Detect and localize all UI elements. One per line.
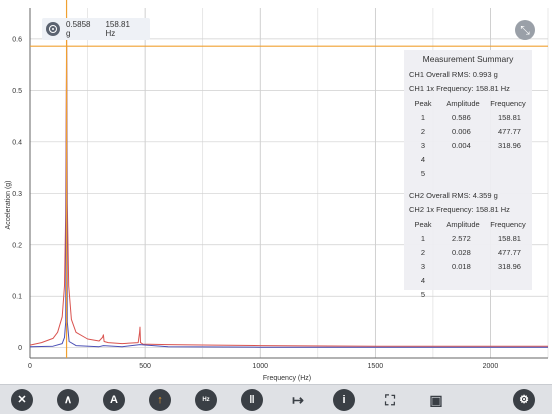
fullscreen-icon[interactable]: ⛶ [385, 392, 395, 408]
series-line-1 [29, 38, 548, 347]
cursor-readout[interactable]: 0.5858 g 158.81 Hz [42, 18, 150, 40]
table-row: 1 0.586 158.81 [406, 110, 530, 124]
y-tick-label: 0.2 [12, 242, 22, 249]
chart-cursor [30, 0, 548, 358]
peak-amplitude: 0.004 [452, 140, 471, 150]
peak-frequency [486, 287, 530, 301]
table-row: 5 [406, 166, 530, 180]
peak-amplitude [440, 152, 486, 166]
peak-number: 1 [420, 112, 426, 122]
series-line-2 [29, 45, 548, 348]
peak-frequency: 158.81 [498, 112, 521, 122]
table-row: 3 0.018 318.96 [406, 259, 530, 273]
x-axis-label: Frequency (Hz) [263, 375, 311, 382]
chart-series [29, 38, 548, 348]
peak-number: 2 [420, 126, 426, 136]
col-header-amplitude: Amplitude [446, 219, 480, 229]
cursor-target-icon[interactable] [46, 22, 60, 36]
y-axis-label: Acceleration (g) [5, 180, 12, 229]
peak-frequency: 158.81 [498, 233, 521, 243]
col-header-peak: Peak [414, 98, 432, 108]
peak-number: 4 [420, 154, 426, 164]
y-tick-label: 0.3 [12, 191, 22, 198]
x-tick-label: 2000 [483, 363, 499, 370]
ch1-overall-rms: CH1 Overall RMS: 0.993 g [409, 70, 498, 79]
peak-amplitude [440, 287, 486, 301]
peak-amplitude: 0.586 [452, 112, 471, 122]
col-header-frequency: Frequency [490, 219, 526, 229]
col-header-frequency: Frequency [490, 98, 526, 108]
auto-scale-icon[interactable]: A [103, 389, 125, 411]
chart-axes [29, 8, 548, 359]
chart-tick-labels: 0 500 1000 1500 2000 0 0.1 0.2 0.3 0.4 0.5 0.6 [12, 36, 498, 370]
peak-amplitude: 0.006 [452, 126, 471, 136]
ch1-peak-table: Peak Amplitude Frequency 1 0.586 158.81 … [406, 96, 530, 180]
col-header-peak: Peak [414, 219, 432, 229]
peak-number: 4 [420, 275, 426, 285]
ch2-1x-frequency: CH2 1x Frequency: 158.81 Hz [409, 205, 510, 214]
peak-icon[interactable]: ↑ [149, 389, 171, 411]
peak-frequency [486, 152, 530, 166]
x-tick-label: 500 [139, 363, 151, 370]
close-icon[interactable]: ✕ [11, 389, 33, 411]
hz-icon[interactable]: Hz [195, 389, 217, 411]
peak-number: 3 [420, 140, 426, 150]
peak-frequency: 318.96 [498, 140, 521, 150]
peak-amplitude: 0.018 [452, 261, 471, 271]
info-icon[interactable]: i [333, 389, 355, 411]
table-row: 4 [406, 152, 530, 166]
col-header-amplitude: Amplitude [446, 98, 480, 108]
bottom-toolbar: ✕ ∧ A ↑ Hz ‖ ↦ i ⛶ ▣ ⚙ [0, 384, 552, 414]
peak-amplitude [440, 166, 486, 180]
table-row: 5 [406, 287, 530, 301]
y-tick-label: 0.1 [12, 294, 22, 301]
x-tick-label: 1500 [368, 363, 384, 370]
ch1-1x-frequency: CH1 1x Frequency: 158.81 Hz [409, 84, 510, 93]
peak-frequency: 477.77 [498, 126, 521, 136]
peak-number: 1 [420, 233, 426, 243]
measurement-summary-panel: Measurement Summary CH1 Overall RMS: 0.9… [404, 50, 532, 299]
spectrum-icon[interactable]: ∧ [57, 389, 79, 411]
y-tick-label: 0.6 [12, 36, 22, 43]
peak-number: 5 [420, 168, 426, 178]
x-tick-label: 1000 [252, 363, 268, 370]
y-tick-label: 0.5 [12, 88, 22, 95]
cursor-amplitude: 0.5858 g [66, 20, 91, 38]
settings-icon[interactable]: ⚙ [513, 389, 535, 411]
peak-amplitude: 2.572 [452, 233, 471, 243]
collapse-icon[interactable]: ⤡ [515, 20, 535, 40]
table-row: 2 0.028 477.77 [406, 245, 530, 259]
y-tick-label: 0 [18, 345, 22, 352]
table-row: 2 0.006 477.77 [406, 124, 530, 138]
table-row: 4 [406, 273, 530, 287]
table-row: 3 0.004 318.96 [406, 138, 530, 152]
save-icon[interactable]: ▣ [429, 392, 443, 408]
ch2-overall-rms: CH2 Overall RMS: 4.359 g [409, 191, 498, 200]
peak-frequency [486, 273, 530, 287]
peak-frequency: 318.96 [498, 261, 521, 271]
peak-number: 5 [420, 289, 426, 299]
peak-frequency [486, 166, 530, 180]
peak-number: 3 [420, 261, 426, 271]
y-tick-label: 0.4 [12, 139, 22, 146]
peak-amplitude [440, 273, 486, 287]
pause-icon[interactable]: ‖ [241, 389, 263, 411]
summary-title: Measurement Summary [422, 54, 514, 64]
peak-amplitude: 0.028 [452, 247, 471, 257]
cursor-frequency: 158.81 Hz [105, 20, 130, 38]
ch2-peak-table: Peak Amplitude Frequency 1 2.572 158.81 … [406, 217, 530, 301]
peak-frequency: 477.77 [498, 247, 521, 257]
span-icon[interactable]: ↦ [292, 392, 304, 408]
x-tick-label: 0 [28, 363, 32, 370]
peak-number: 2 [420, 247, 426, 257]
table-row: 1 2.572 158.81 [406, 231, 530, 245]
